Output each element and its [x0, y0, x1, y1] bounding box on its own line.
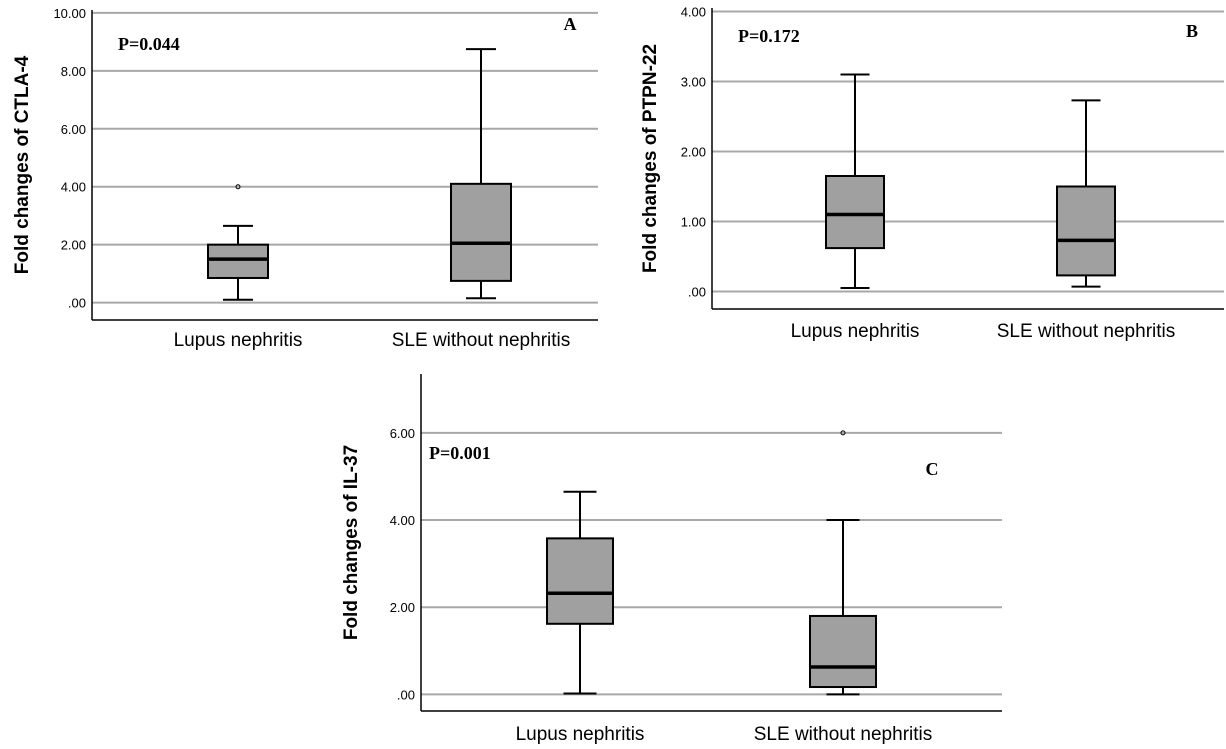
panel-letter: C [926, 459, 939, 479]
box-2 [809, 430, 877, 696]
y-tick-label: 4.00 [61, 180, 86, 195]
y-tick-label: 6.00 [61, 122, 86, 137]
p-value-label: P=0.172 [738, 26, 800, 46]
y-tick-label: 1.00 [681, 215, 706, 230]
p-value-label: P=0.001 [429, 443, 491, 463]
y-axis-title: Fold changes of IL-37 [341, 445, 362, 640]
y-tick-label: 6.00 [390, 426, 415, 441]
y-tick-label: 2.00 [61, 238, 86, 253]
iqr-box [450, 182, 512, 282]
x-category-label: Lupus nephritis [791, 321, 920, 342]
iqr-box [546, 537, 614, 625]
outlier-point [840, 430, 846, 436]
outlier-point [235, 184, 241, 190]
box-1 [825, 73, 885, 289]
box-2 [1056, 99, 1116, 288]
y-tick-label: 8.00 [61, 64, 86, 79]
y-tick-label: 4.00 [681, 5, 706, 20]
panel-a-ctla4-boxplot: .00 2.00 4.00 6.00 8.00 10.00 Lupus nephritis S… [12, 6, 598, 351]
y-tick-label: 4.00 [390, 513, 415, 528]
x-category-label: SLE without nephritis [997, 321, 1176, 342]
y-axis-title: Fold changes of CTLA-4 [12, 55, 33, 274]
x-category-label: SLE without nephritis [754, 724, 933, 745]
y-tick-label: .00 [68, 296, 86, 311]
y-tick-label: .00 [397, 687, 415, 702]
box-1 [207, 184, 269, 301]
y-tick-label: 10.00 [53, 6, 86, 21]
panel-letter: B [1186, 21, 1198, 41]
box-1 [546, 490, 614, 695]
box-2 [450, 48, 512, 300]
y-tick-label: 3.00 [681, 75, 706, 90]
p-value-label: P=0.044 [118, 34, 180, 54]
iqr-box [809, 614, 877, 689]
iqr-box [825, 175, 885, 250]
x-category-label: SLE without nephritis [392, 330, 571, 351]
y-tick-label: 2.00 [681, 145, 706, 160]
y-axis-title: Fold changes of PTPN-22 [640, 44, 661, 273]
x-category-label: Lupus nephritis [174, 330, 303, 351]
panel-c-il37-boxplot: .00 2.00 4.00 6.00 Lupus nephritis SLE withou… [341, 374, 1002, 745]
panel-letter: A [564, 14, 577, 34]
y-tick-label: 2.00 [390, 600, 415, 615]
iqr-box [207, 243, 269, 279]
x-category-label: Lupus nephritis [516, 724, 645, 745]
iqr-box [1056, 185, 1116, 277]
y-tick-label: .00 [688, 285, 706, 300]
panel-b-ptpn22-boxplot: .00 1.00 2.00 3.00 4.00 Lupus nephritis SLE wi… [640, 5, 1224, 342]
